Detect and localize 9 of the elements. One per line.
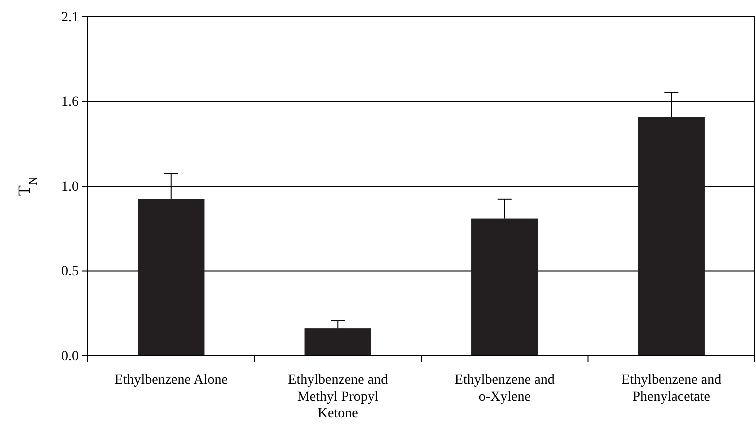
y-tick-label: 0.0 [62,349,79,364]
y-tick-label: 1.0 [62,180,79,195]
x-tick-label: Ethylbenzene and Methyl Propyl Ketone [288,373,388,422]
x-tick-label: Ethylbenzene and Phenylacetate [622,373,722,405]
y-tick-label: 2.1 [62,10,79,26]
y-tick-label: 1.6 [62,95,79,110]
y-tick-label: 0.5 [62,264,79,280]
x-tick-label: Ethylbenzene and o-Xylene [454,373,555,405]
x-tick-label: Ethylbenzene Alone [114,373,228,388]
